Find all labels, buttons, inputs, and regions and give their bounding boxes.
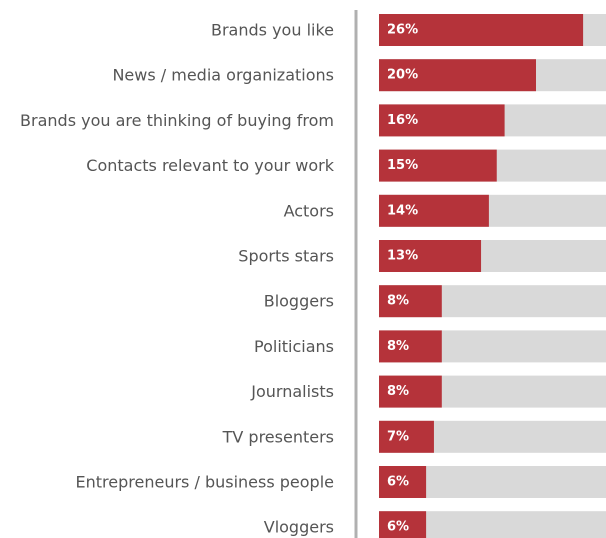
bar-row: TV presenters 7% [222,420,606,453]
bar [379,375,442,408]
bar [379,420,434,453]
value-label: 13% [387,249,418,264]
value-label: 14% [387,203,418,218]
bar [379,59,536,92]
value-label: 15% [387,158,418,173]
category-label: Entrepreneurs / business people [76,473,334,492]
category-label: Bloggers [264,292,334,311]
value-label: 16% [387,113,418,128]
bar [379,149,497,182]
value-label: 20% [387,68,418,83]
category-label: Contacts relevant to your work [86,156,334,175]
category-label: Actors [284,201,334,220]
category-label: Brands you like [211,21,334,40]
bar-row: Contacts relevant to your work 15% [86,149,606,182]
bar-row: Bloggers 8% [264,285,606,318]
value-label: 8% [387,384,409,399]
bar-row: News / media organizations 20% [112,59,606,92]
bar-row: Journalists 8% [250,375,606,408]
value-label: 26% [387,23,418,38]
bar [379,466,427,498]
bar-row: Actors 14% [284,194,606,227]
bar [379,104,505,137]
bar-row: Politicians 8% [254,330,606,363]
value-label: 6% [387,520,409,535]
category-label: Vloggers [264,518,334,537]
bar-row: Vloggers 6% [264,511,606,538]
bars-layer: Brands you like 26% News / media organizat… [20,14,606,538]
bar-row: Brands you are thinking of buying from 16… [20,104,606,137]
bar-row: Entrepreneurs / business people 6% [76,466,606,498]
category-label: News / media organizations [112,66,334,85]
value-label: 6% [387,475,409,490]
bar [379,194,489,227]
bar [379,240,482,272]
value-label: 8% [387,339,409,354]
category-label: Politicians [254,337,334,356]
category-label: Journalists [250,382,334,401]
bar [379,330,442,363]
category-label: Sports stars [238,247,334,266]
category-label: Brands you are thinking of buying from [20,111,334,130]
value-label: 8% [387,294,409,309]
bar-row: Brands you like 26% [211,14,606,46]
bar [379,285,442,318]
bar [379,511,427,538]
value-label: 7% [387,429,409,444]
category-label: TV presenters [222,427,334,446]
bar [379,14,584,46]
bar-row: Sports stars 13% [238,240,606,272]
